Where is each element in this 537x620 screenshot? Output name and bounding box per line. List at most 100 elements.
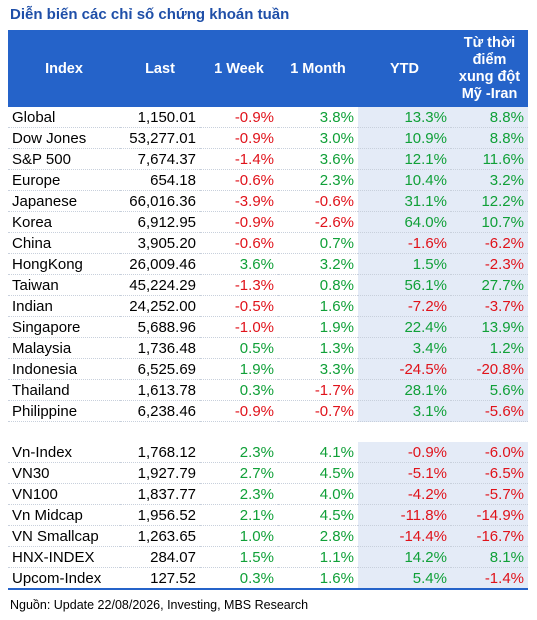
- cell: -1.6%: [358, 232, 451, 254]
- cell: -0.9%: [200, 211, 278, 233]
- cell: 0.3%: [200, 379, 278, 401]
- cell: 3.2%: [451, 169, 528, 191]
- index-name: Japanese: [8, 190, 120, 212]
- cell: 1.5%: [200, 546, 278, 568]
- cell: 26,009.46: [120, 253, 200, 275]
- group-spacer: [8, 421, 528, 442]
- spacer-cell: [8, 421, 120, 442]
- cell: -1.3%: [200, 274, 278, 296]
- cell: 1,613.78: [120, 379, 200, 401]
- table-row: Indonesia 6,525.69 1.9% 3.3% -24.5% -20.8%: [8, 358, 528, 380]
- title: Diễn biến các chỉ số chứng khoán tuần: [10, 6, 290, 23]
- table-row: HNX-INDEX 284.07 1.5% 1.1% 14.2% 8.1%: [8, 546, 528, 568]
- cell: 3.3%: [278, 358, 358, 380]
- cell: -4.2%: [358, 483, 451, 505]
- spacer-cell: [120, 421, 200, 442]
- column-header-text: Index: [45, 60, 83, 77]
- cell: -0.6%: [278, 190, 358, 212]
- index-name: Upcom-Index: [8, 567, 120, 590]
- cell: 28.1%: [358, 379, 451, 401]
- column-header: 1 Month: [278, 30, 358, 107]
- spacer-cell: [451, 421, 528, 442]
- index-name: Vn-Index: [8, 442, 120, 463]
- cell: 654.18: [120, 169, 200, 191]
- table-row: Vn-Index 1,768.12 2.3% 4.1% -0.9% -6.0%: [8, 442, 528, 463]
- index-name: Europe: [8, 169, 120, 191]
- index-name: VN100: [8, 483, 120, 505]
- cell: 2.3%: [278, 169, 358, 191]
- cell: 10.4%: [358, 169, 451, 191]
- index-name: Philippine: [8, 400, 120, 422]
- cell: 14.2%: [358, 546, 451, 568]
- cell: 6,525.69: [120, 358, 200, 380]
- cell: 12.2%: [451, 190, 528, 212]
- table-row: Singapore 5,688.96 -1.0% 1.9% 22.4% 13.9%: [8, 316, 528, 338]
- column-header: YTD: [358, 30, 451, 107]
- spacer-cell: [200, 421, 278, 442]
- cell: 1.3%: [278, 337, 358, 359]
- cell: 5.4%: [358, 567, 451, 590]
- cell: 6,912.95: [120, 211, 200, 233]
- cell: -1.0%: [200, 316, 278, 338]
- cell: 1,956.52: [120, 504, 200, 526]
- cell: 64.0%: [358, 211, 451, 233]
- cell: 1.6%: [278, 567, 358, 590]
- cell: 4.0%: [278, 483, 358, 505]
- cell: -3.9%: [200, 190, 278, 212]
- header-row: Index Last 1 Week 1 Month YTD Từ thời điểm xu…: [8, 30, 528, 107]
- cell: -0.7%: [278, 400, 358, 422]
- table-row: Korea 6,912.95 -0.9% -2.6% 64.0% 10.7%: [8, 211, 528, 233]
- cell: 4.5%: [278, 504, 358, 526]
- cell: 1.1%: [278, 546, 358, 568]
- table-row: S&P 500 7,674.37 -1.4% 3.6% 12.1% 11.6%: [8, 148, 528, 170]
- cell: 2.8%: [278, 525, 358, 547]
- cell: -6.0%: [451, 442, 528, 463]
- cell: -1.7%: [278, 379, 358, 401]
- cell: -1.4%: [451, 567, 528, 590]
- column-header: Index: [8, 30, 120, 107]
- cell: -0.6%: [200, 232, 278, 254]
- cell: -0.5%: [200, 295, 278, 317]
- cell: 1,768.12: [120, 442, 200, 463]
- index-name: VN30: [8, 462, 120, 484]
- cell: 4.5%: [278, 462, 358, 484]
- cell: -0.9%: [200, 127, 278, 149]
- cell: 2.3%: [200, 442, 278, 463]
- index-name: VN Smallcap: [8, 525, 120, 547]
- index-name: HongKong: [8, 253, 120, 275]
- index-name: China: [8, 232, 120, 254]
- cell: 3.0%: [278, 127, 358, 149]
- table-row: VN100 1,837.77 2.3% 4.0% -4.2% -5.7%: [8, 483, 528, 505]
- table-row: Upcom-Index 127.52 0.3% 1.6% 5.4% -1.4%: [8, 567, 528, 590]
- index-name: HNX-INDEX: [8, 546, 120, 568]
- cell: 1.0%: [200, 525, 278, 547]
- table-row: Global 1,150.01 -0.9% 3.8% 13.3% 8.8%: [8, 107, 528, 128]
- cell: 5,688.96: [120, 316, 200, 338]
- cell: -14.9%: [451, 504, 528, 526]
- cell: 53,277.01: [120, 127, 200, 149]
- spacer-cell: [278, 421, 358, 442]
- cell: 66,016.36: [120, 190, 200, 212]
- cell: -0.6%: [200, 169, 278, 191]
- cell: -11.8%: [358, 504, 451, 526]
- cell: 3,905.20: [120, 232, 200, 254]
- index-name: Thailand: [8, 379, 120, 401]
- table-row: Thailand 1,613.78 0.3% -1.7% 28.1% 5.6%: [8, 379, 528, 401]
- column-header: Từ thời điểm xung đột Mỹ -Iran: [451, 30, 528, 107]
- cell: 4.1%: [278, 442, 358, 463]
- index-name: Indian: [8, 295, 120, 317]
- cell: 127.52: [120, 567, 200, 590]
- cell: 1.6%: [278, 295, 358, 317]
- cell: 2.3%: [200, 483, 278, 505]
- column-header-text: Từ thời điểm xung đột Mỹ -Iran: [458, 34, 521, 102]
- cell: 3.6%: [278, 148, 358, 170]
- cell: 3.8%: [278, 107, 358, 128]
- index-name: Dow Jones: [8, 127, 120, 149]
- source-note: Nguồn: Update 22/08/2026, Investing, MBS…: [10, 598, 309, 612]
- cell: 3.4%: [358, 337, 451, 359]
- index-name: Vn Midcap: [8, 504, 120, 526]
- cell: 1,736.48: [120, 337, 200, 359]
- cell: 2.7%: [200, 462, 278, 484]
- cell: 56.1%: [358, 274, 451, 296]
- cell: 1.9%: [278, 316, 358, 338]
